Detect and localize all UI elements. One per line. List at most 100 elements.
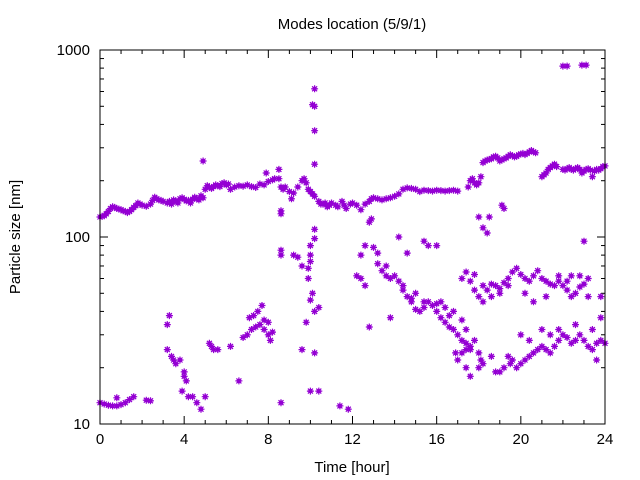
data-point bbox=[342, 205, 350, 212]
data-point bbox=[208, 342, 215, 350]
data-point bbox=[576, 272, 584, 280]
data-point bbox=[496, 368, 504, 376]
data-point bbox=[378, 267, 386, 275]
data-point bbox=[572, 336, 579, 344]
data-point bbox=[294, 183, 302, 191]
data-point bbox=[224, 180, 232, 188]
data-point bbox=[517, 360, 525, 368]
data-point bbox=[269, 328, 276, 336]
data-point bbox=[130, 393, 138, 401]
data-point bbox=[475, 213, 483, 221]
data-point bbox=[555, 326, 563, 333]
data-point bbox=[462, 346, 470, 354]
data-point bbox=[454, 356, 462, 364]
data-points bbox=[96, 61, 609, 413]
data-point bbox=[271, 175, 279, 183]
data-point bbox=[311, 235, 319, 243]
data-point bbox=[399, 282, 407, 290]
data-point bbox=[302, 318, 310, 326]
data-point bbox=[121, 399, 129, 407]
data-point bbox=[555, 336, 563, 344]
data-point bbox=[245, 314, 253, 322]
data-point bbox=[475, 364, 483, 372]
data-point bbox=[254, 307, 262, 315]
data-point bbox=[479, 224, 487, 232]
data-point bbox=[500, 279, 508, 287]
data-point bbox=[117, 401, 125, 409]
data-point bbox=[147, 200, 154, 208]
data-point bbox=[189, 393, 197, 401]
data-point bbox=[513, 264, 521, 272]
chart-title: Modes location (5/9/1) bbox=[278, 16, 426, 33]
data-point bbox=[328, 199, 335, 207]
data-point bbox=[530, 272, 537, 280]
data-point bbox=[458, 275, 466, 282]
data-point bbox=[180, 368, 188, 376]
data-point bbox=[555, 277, 563, 285]
data-point bbox=[239, 334, 247, 341]
data-point bbox=[466, 277, 474, 285]
data-point bbox=[214, 346, 222, 354]
x-tick-label: 16 bbox=[428, 431, 445, 448]
data-point bbox=[479, 360, 487, 368]
data-point bbox=[580, 280, 588, 288]
data-point bbox=[546, 331, 554, 339]
data-point bbox=[403, 184, 411, 192]
data-point bbox=[504, 282, 512, 290]
data-point bbox=[407, 294, 415, 302]
data-point bbox=[475, 293, 483, 301]
data-point bbox=[517, 271, 525, 278]
data-point bbox=[462, 364, 470, 372]
data-point bbox=[266, 336, 274, 344]
data-point bbox=[471, 336, 478, 344]
data-point bbox=[311, 102, 319, 110]
data-point bbox=[563, 277, 571, 285]
data-point bbox=[588, 326, 596, 333]
data-point bbox=[441, 318, 449, 326]
x-tick-label: 8 bbox=[264, 431, 272, 448]
data-point bbox=[477, 173, 485, 181]
data-point bbox=[365, 218, 373, 226]
data-point bbox=[201, 393, 209, 401]
data-point bbox=[275, 165, 283, 173]
data-point bbox=[462, 339, 470, 347]
y-axis-label: Particle size [nm] bbox=[7, 180, 24, 294]
data-point bbox=[395, 233, 403, 241]
data-point bbox=[462, 326, 470, 333]
data-point bbox=[184, 393, 192, 401]
data-point bbox=[306, 242, 314, 250]
data-point bbox=[252, 184, 260, 191]
data-point bbox=[275, 175, 283, 183]
data-point bbox=[420, 237, 428, 245]
data-point bbox=[416, 307, 424, 315]
data-point bbox=[357, 275, 365, 282]
data-point bbox=[433, 242, 441, 250]
data-point bbox=[353, 272, 361, 280]
data-point bbox=[563, 286, 571, 294]
data-point bbox=[500, 205, 508, 212]
data-point bbox=[243, 331, 251, 339]
data-point bbox=[126, 396, 133, 404]
data-point bbox=[504, 275, 512, 282]
data-point bbox=[572, 289, 579, 297]
data-point bbox=[542, 293, 550, 301]
data-point bbox=[365, 323, 373, 331]
data-point bbox=[498, 201, 506, 209]
data-point bbox=[584, 293, 592, 301]
data-point bbox=[468, 175, 476, 183]
data-point bbox=[534, 267, 542, 275]
data-point bbox=[386, 275, 394, 282]
data-point bbox=[199, 157, 207, 165]
data-point bbox=[205, 339, 213, 347]
data-point bbox=[311, 127, 319, 135]
data-point bbox=[576, 331, 584, 339]
data-point bbox=[248, 326, 255, 333]
data-point bbox=[304, 264, 312, 272]
data-point bbox=[193, 399, 201, 407]
data-point bbox=[395, 277, 403, 285]
data-point bbox=[258, 302, 266, 309]
data-point bbox=[445, 312, 453, 320]
data-point bbox=[399, 286, 407, 294]
data-point bbox=[546, 349, 554, 357]
data-point bbox=[471, 286, 478, 294]
